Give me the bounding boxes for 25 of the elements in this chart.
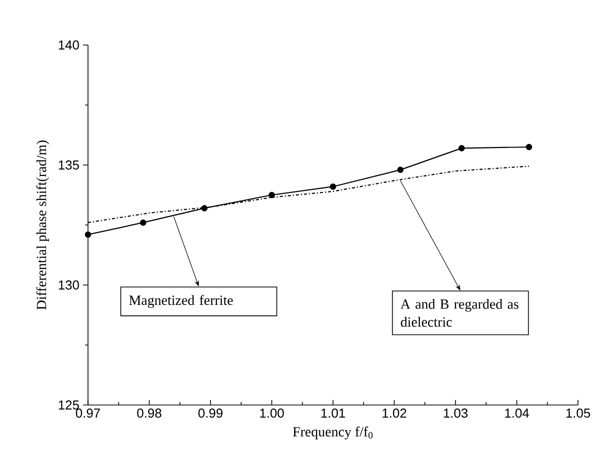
point: [140, 219, 146, 226]
y-axis-title: Differential phase shift(rad/m): [36, 140, 50, 310]
x-tick-label: 0.99: [198, 408, 222, 418]
point: [397, 166, 404, 173]
x-tick-label: 1.04: [505, 408, 529, 418]
x-tick-label: 1.03: [444, 408, 468, 418]
annotation: A and B regarded as dielectric: [400, 298, 518, 327]
point: [84, 231, 92, 238]
x-tick-label: 0.97: [76, 408, 100, 418]
x-tick-label: 0.98: [137, 408, 162, 418]
annotation: Magnetized ferrite: [129, 294, 233, 308]
x-axis-title: Frequency f/f$_{0}$: [292, 426, 373, 440]
point: [526, 144, 532, 150]
y-tick-label: 130: [58, 280, 79, 290]
y-tick-label: 125: [58, 400, 79, 410]
point: [201, 205, 208, 212]
point: [330, 183, 336, 190]
x-tick-label: 1.02: [382, 408, 406, 418]
point: [458, 145, 465, 152]
point: [268, 192, 275, 198]
x-tick-label: 1.01: [321, 408, 345, 418]
x-tick-label: 1.05: [566, 408, 590, 418]
x-tick-label: 1.00: [260, 408, 284, 418]
y-tick-label: 135: [58, 160, 79, 170]
y-tick-label: 140: [58, 40, 79, 50]
